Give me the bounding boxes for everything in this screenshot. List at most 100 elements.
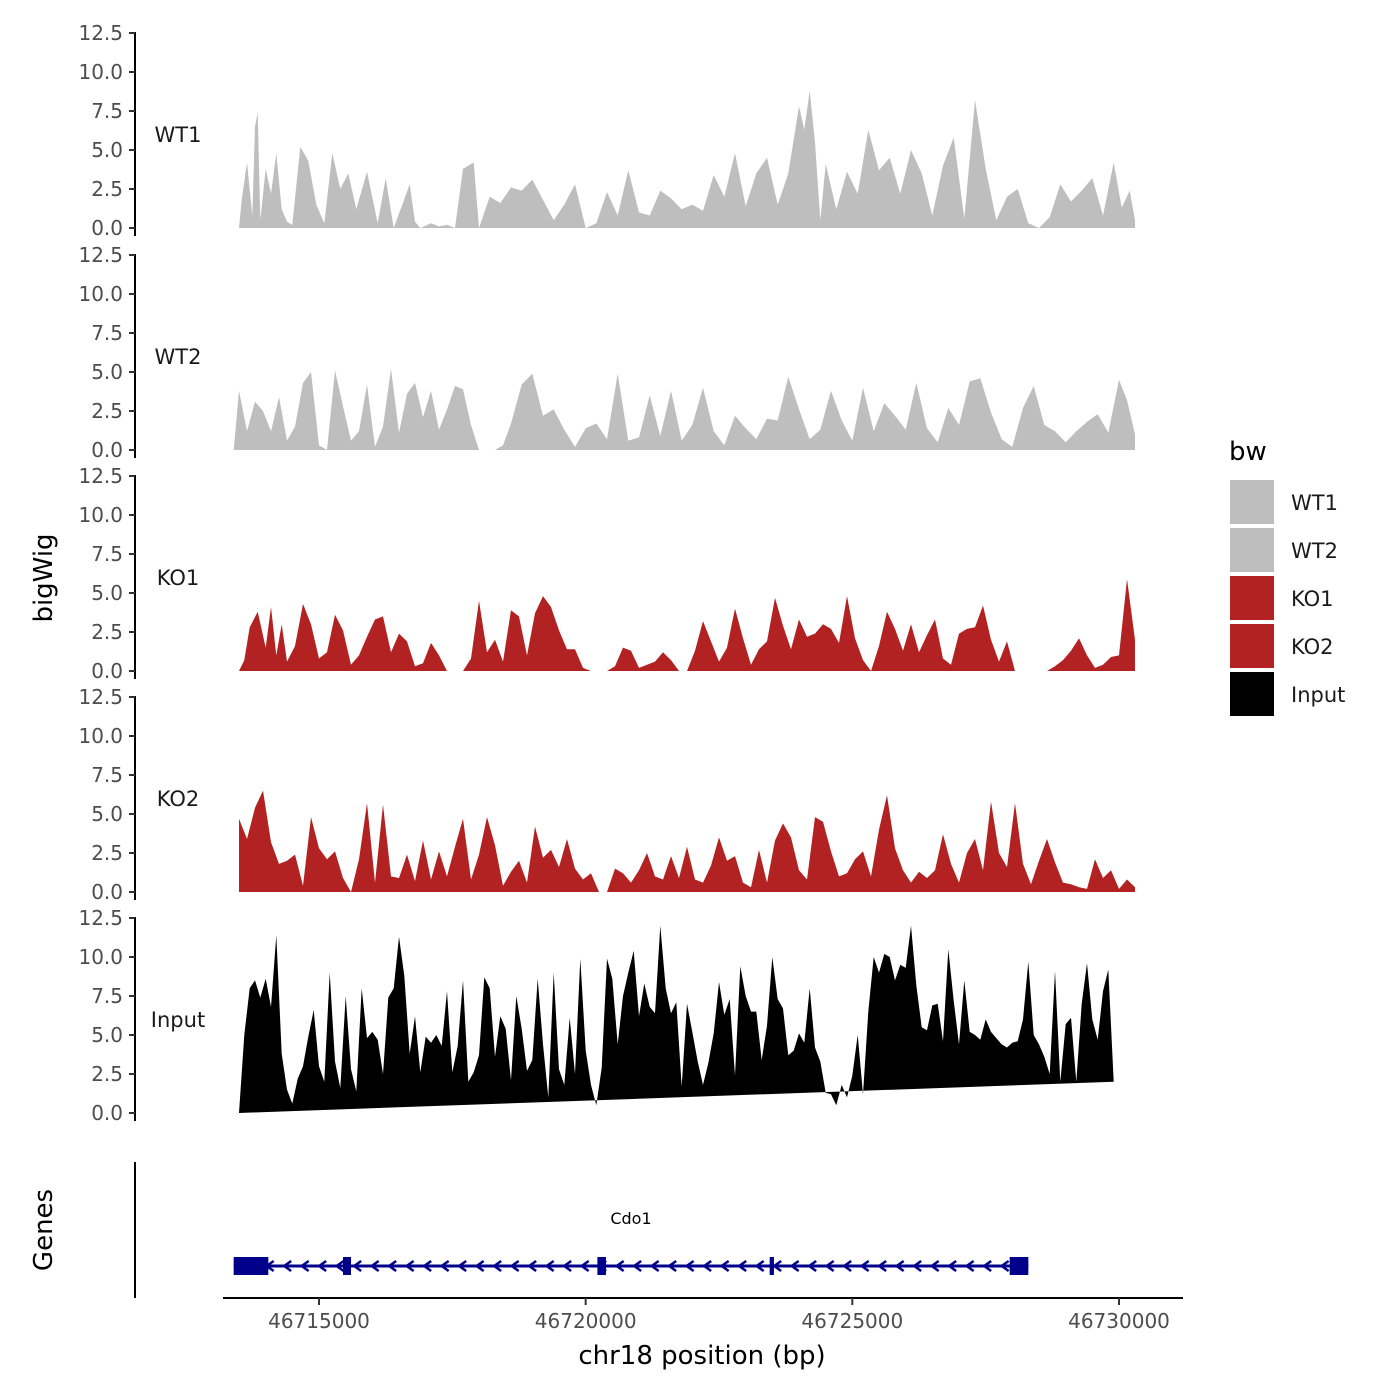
strand-arrow <box>702 1259 712 1273</box>
strand-arrow <box>894 1259 905 1273</box>
legend-item-wt2: WT2 <box>1230 528 1338 572</box>
strand-arrow <box>334 1259 345 1273</box>
y-tick-label: 10.0 <box>78 945 123 969</box>
strand-arrow <box>824 1259 835 1273</box>
x-tick-label: 46715000 <box>268 1309 370 1333</box>
y-tick-label: 0.0 <box>91 1101 123 1125</box>
strand-arrow <box>982 1259 992 1273</box>
strand-arrow <box>474 1259 485 1273</box>
strand-arrow <box>509 1259 520 1273</box>
strand-arrow <box>789 1259 800 1273</box>
strand-arrow <box>772 1259 782 1273</box>
legend-swatch <box>1230 672 1274 716</box>
x-ticks: 46715000 46720000 46725000 46730000 <box>268 1298 1170 1333</box>
y-tick-label: 0.0 <box>91 659 123 683</box>
strand-arrow <box>299 1259 310 1273</box>
track-ko1: 0.0 2.5 5.0 7.5 10.0 12.5 KO1 <box>78 464 1135 683</box>
legend-swatch <box>1230 480 1274 524</box>
y-axis-title: bigWig <box>29 533 59 622</box>
legend-item-wt1: WT1 <box>1230 480 1338 524</box>
strand-arrow <box>562 1259 572 1273</box>
track-label-wt1: WT1 <box>155 123 202 147</box>
y-tick-label: 12.5 <box>78 685 123 709</box>
y-tick-label: 10.0 <box>78 282 123 306</box>
strand-arrow <box>859 1259 870 1273</box>
strand-arrow <box>352 1259 362 1273</box>
strand-arrow <box>684 1259 695 1273</box>
legend-label: WT1 <box>1291 491 1338 515</box>
track-wt1: 0.0 2.5 5.0 7.5 10.0 12.5 WT1 <box>78 21 1135 240</box>
signal-area-input <box>239 925 1114 1113</box>
strand-arrow <box>929 1259 940 1273</box>
legend-label: Input <box>1291 683 1345 707</box>
strand-arrow <box>842 1259 852 1273</box>
y-tick-label: 10.0 <box>78 503 123 527</box>
strand-arrow <box>964 1259 975 1273</box>
legend-swatch <box>1230 528 1274 572</box>
legend-swatch <box>1230 624 1274 668</box>
legend-swatch <box>1230 576 1274 620</box>
gene-exon <box>1009 1257 1029 1275</box>
signal-area-wt1 <box>239 90 1135 228</box>
track-label-ko2: KO2 <box>157 787 200 811</box>
strand-arrow <box>527 1259 537 1273</box>
x-tick-label: 46720000 <box>535 1309 637 1333</box>
strand-arrow <box>317 1259 327 1273</box>
y-tick-label: 12.5 <box>78 464 123 488</box>
strand-arrow <box>667 1259 677 1273</box>
y-tick-label: 5.0 <box>91 581 123 605</box>
track-label-wt2: WT2 <box>155 345 202 369</box>
legend-item-input: Input <box>1230 672 1345 716</box>
legend-item-ko2: KO2 <box>1230 624 1334 668</box>
y-tick-label: 7.5 <box>91 542 123 566</box>
gene-exon <box>769 1257 774 1275</box>
y-tick-label: 12.5 <box>78 21 123 45</box>
signal-area-wt2 <box>233 368 1135 450</box>
strand-arrow <box>737 1259 747 1273</box>
track-wt2: 0.0 2.5 5.0 7.5 10.0 12.5 WT2 <box>78 243 1135 462</box>
y-tick-label: 2.5 <box>91 399 123 423</box>
track-label-ko1: KO1 <box>157 566 200 590</box>
tracks-layer: 0.0 2.5 5.0 7.5 10.0 12.5 WT1 0.0 2.5 5.0 7.5 10.0 1… <box>78 21 1135 1125</box>
strand-arrow <box>614 1259 625 1273</box>
legend-item-ko1: KO1 <box>1230 576 1334 620</box>
y-tick-label: 5.0 <box>91 1023 123 1047</box>
y-tick-label: 7.5 <box>91 99 123 123</box>
x-axis: 46715000 46720000 46725000 46730000 chr18 p… <box>223 1297 1183 1371</box>
x-axis-title: chr18 position (bp) <box>578 1341 825 1371</box>
y-tick-label: 0.0 <box>91 438 123 462</box>
y-tick-label: 0.0 <box>91 880 123 904</box>
legend-title: bw <box>1229 437 1267 467</box>
strand-arrow <box>404 1259 415 1273</box>
y-tick-label: 0.0 <box>91 216 123 240</box>
strand-arrow <box>457 1259 467 1273</box>
strand-arrow <box>719 1259 730 1273</box>
gene-exon <box>233 1257 269 1275</box>
y-tick-label: 7.5 <box>91 321 123 345</box>
y-tick-label: 7.5 <box>91 984 123 1008</box>
y-tick-label: 2.5 <box>91 841 123 865</box>
strand-arrow <box>877 1259 887 1273</box>
track-label-input: Input <box>151 1008 205 1032</box>
signal-area-ko2 <box>239 790 1135 892</box>
strand-arrow <box>807 1259 817 1273</box>
y-tick-label: 2.5 <box>91 177 123 201</box>
track-input: 0.0 2.5 5.0 7.5 10.0 12.5 Input <box>78 906 1114 1125</box>
strand-arrow <box>999 1259 1010 1273</box>
strand-arrow <box>754 1259 765 1273</box>
x-tick-label: 46730000 <box>1068 1309 1170 1333</box>
y-tick-label: 10.0 <box>78 60 123 84</box>
legend-items: WT1 WT2 KO1 KO2 Input <box>1230 480 1345 716</box>
strand-arrow <box>544 1259 555 1273</box>
gene-name-label: Cdo1 <box>610 1209 651 1228</box>
y-tick-label: 12.5 <box>78 243 123 267</box>
strand-arrow <box>422 1259 432 1273</box>
strand-arrow <box>649 1259 660 1273</box>
strand-arrow <box>369 1259 380 1273</box>
strand-arrow <box>387 1259 397 1273</box>
strand-arrow <box>492 1259 502 1273</box>
legend: bw WT1 WT2 KO1 KO2 Input <box>1229 437 1345 716</box>
gene-model <box>233 1257 1029 1275</box>
gene-exon <box>343 1257 351 1275</box>
